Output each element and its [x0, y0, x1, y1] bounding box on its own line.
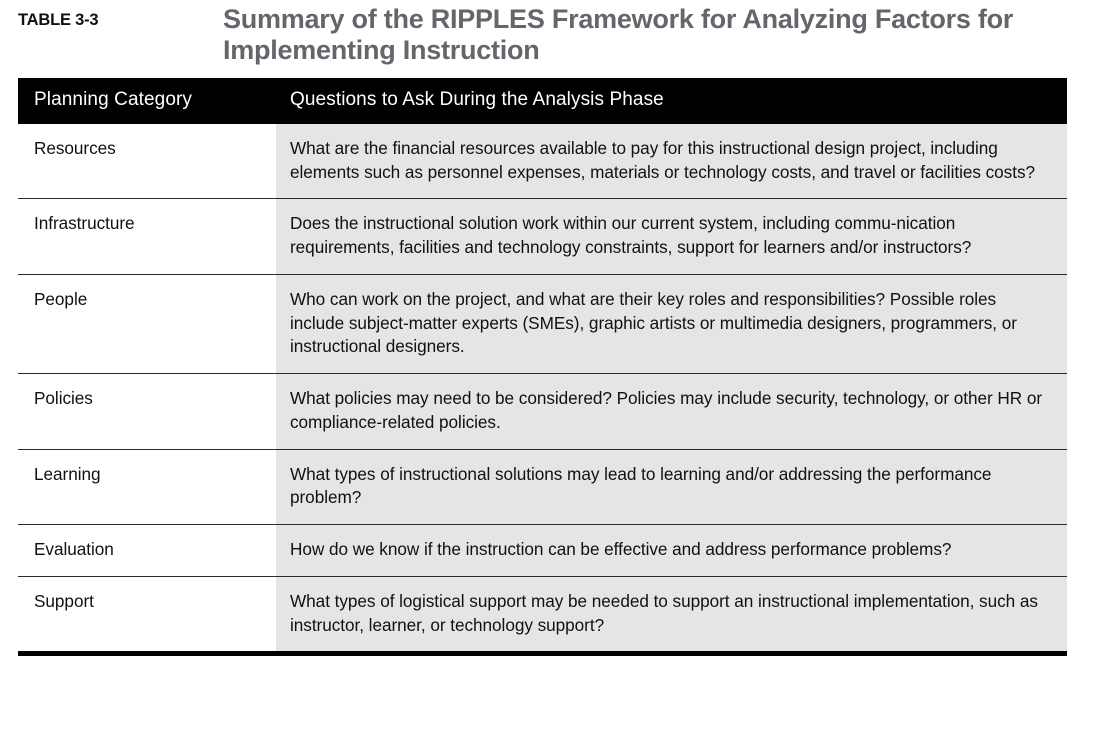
cell-question: What types of instructional solutions ma… — [276, 449, 1067, 526]
table-row: Infrastructure Does the instructional so… — [18, 198, 1067, 275]
cell-question: What are the financial resources availab… — [276, 124, 1067, 200]
cell-category: Infrastructure — [18, 198, 276, 275]
cell-question: How do we know if the instruction can be… — [276, 524, 1067, 577]
table-header-row: Planning Category Questions to Ask Durin… — [18, 78, 1067, 124]
table-title: Summary of the RIPPLES Framework for Ana… — [223, 4, 1014, 65]
table-head: Planning Category Questions to Ask Durin… — [18, 78, 1067, 124]
table-row: Policies What policies may need to be co… — [18, 373, 1067, 450]
cell-question: What types of logistical support may be … — [276, 576, 1067, 652]
cell-category: Evaluation — [18, 524, 276, 577]
cell-category: Policies — [18, 373, 276, 450]
cell-category: Support — [18, 576, 276, 652]
table-bottom-rule — [18, 651, 1067, 657]
table-row: Resources What are the financial resourc… — [18, 124, 1067, 200]
cell-question: Does the instructional solution work wit… — [276, 198, 1067, 275]
cell-category: People — [18, 274, 276, 375]
cell-category: Learning — [18, 449, 276, 526]
table-row: Support What types of logistical support… — [18, 576, 1067, 652]
table-container: Planning Category Questions to Ask Durin… — [18, 78, 1067, 657]
ripples-framework-table: Planning Category Questions to Ask Durin… — [18, 78, 1067, 652]
table-caption: TABLE 3-3 Summary of the RIPPLES Framewo… — [18, 4, 1067, 66]
table-row: Evaluation How do we know if the instruc… — [18, 524, 1067, 577]
table-body: Resources What are the financial resourc… — [18, 124, 1067, 652]
table-row: People Who can work on the project, and … — [18, 274, 1067, 375]
table-number-label: TABLE 3-3 — [18, 11, 99, 29]
cell-question: Who can work on the project, and what ar… — [276, 274, 1067, 375]
column-header-planning-category: Planning Category — [18, 78, 276, 124]
cell-category: Resources — [18, 124, 276, 200]
table-row: Learning What types of instructional sol… — [18, 449, 1067, 526]
column-header-questions: Questions to Ask During the Analysis Pha… — [276, 78, 1067, 124]
cell-question: What policies may need to be considered?… — [276, 373, 1067, 450]
